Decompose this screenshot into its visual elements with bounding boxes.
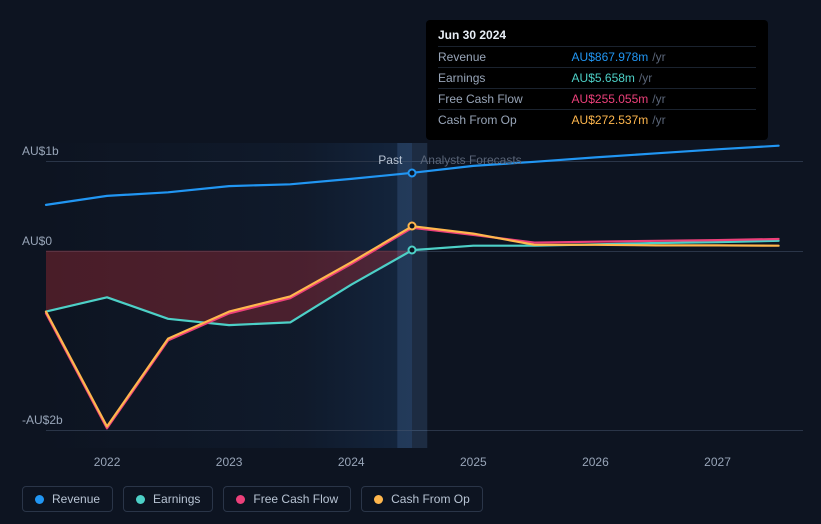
tooltip-metric-name: Free Cash Flow (438, 89, 572, 110)
financial-chart: Jun 30 2024 RevenueAU$867.978m/yrEarning… (0, 0, 821, 524)
legend-dot-icon (374, 495, 383, 504)
y-axis-label: AU$1b (22, 144, 59, 158)
tooltip-metric-name: Cash From Op (438, 110, 572, 131)
tooltip-metric-value: AU$272.537m/yr (572, 110, 756, 131)
legend-label: Earnings (153, 492, 200, 506)
legend-dot-icon (136, 495, 145, 504)
tooltip-row: RevenueAU$867.978m/yr (438, 47, 756, 68)
legend-item-cfo[interactable]: Cash From Op (361, 486, 483, 512)
legend-label: Free Cash Flow (253, 492, 338, 506)
y-axis-label: AU$0 (22, 234, 52, 248)
tooltip-row: EarningsAU$5.658m/yr (438, 68, 756, 89)
tooltip-row: Cash From OpAU$272.537m/yr (438, 110, 756, 131)
tooltip-row: Free Cash FlowAU$255.055m/yr (438, 89, 756, 110)
legend-item-fcf[interactable]: Free Cash Flow (223, 486, 351, 512)
x-axis-label: 2026 (582, 455, 609, 469)
y-axis-label: -AU$2b (22, 413, 63, 427)
tooltip-table: RevenueAU$867.978m/yrEarningsAU$5.658m/y… (438, 46, 756, 130)
tooltip-date: Jun 30 2024 (438, 28, 756, 46)
tooltip-metric-value: AU$867.978m/yr (572, 47, 756, 68)
tooltip-metric-value: AU$5.658m/yr (572, 68, 756, 89)
marker-earnings (408, 246, 417, 255)
forecast-label: Analysts Forecasts (420, 153, 521, 167)
x-axis-label: 2022 (94, 455, 121, 469)
tooltip-metric-value: AU$255.055m/yr (572, 89, 756, 110)
plot-area[interactable] (46, 143, 803, 448)
legend-label: Cash From Op (391, 492, 470, 506)
x-axis-label: 2024 (338, 455, 365, 469)
legend-item-earnings[interactable]: Earnings (123, 486, 213, 512)
legend: Revenue Earnings Free Cash Flow Cash From O… (22, 486, 483, 512)
x-axis-label: 2023 (216, 455, 243, 469)
legend-item-revenue[interactable]: Revenue (22, 486, 113, 512)
marker-cfo (408, 222, 417, 231)
legend-label: Revenue (52, 492, 100, 506)
chart-lines (46, 143, 803, 448)
past-label: Past (378, 153, 402, 167)
tooltip-metric-name: Earnings (438, 68, 572, 89)
tooltip-metric-name: Revenue (438, 47, 572, 68)
x-axis-label: 2025 (460, 455, 487, 469)
legend-dot-icon (35, 495, 44, 504)
legend-dot-icon (236, 495, 245, 504)
chart-tooltip: Jun 30 2024 RevenueAU$867.978m/yrEarning… (426, 20, 768, 140)
x-axis-label: 2027 (704, 455, 731, 469)
marker-revenue (408, 168, 417, 177)
